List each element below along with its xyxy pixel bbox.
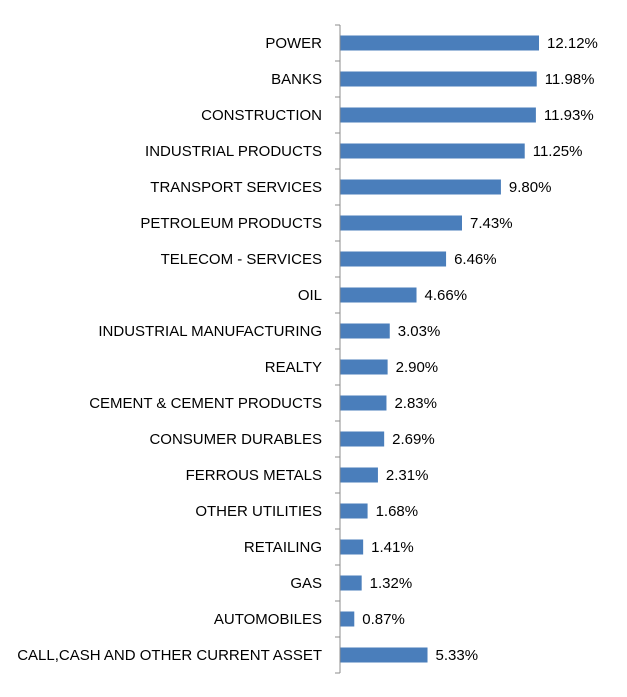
- bar: [340, 467, 378, 483]
- data-label: 2.90%: [396, 359, 439, 376]
- category-tick-label: REALTY: [265, 359, 322, 376]
- bar: [340, 71, 537, 87]
- data-label: 1.68%: [376, 503, 419, 520]
- bar: [340, 575, 362, 591]
- bar: [340, 251, 447, 267]
- bars-layer: [340, 35, 540, 663]
- category-tick-label: OIL: [298, 287, 322, 304]
- data-label: 4.66%: [425, 287, 468, 304]
- data-label: 1.41%: [371, 539, 414, 556]
- bar: [340, 431, 385, 447]
- category-tick-label: CALL,CASH AND OTHER CURRENT ASSET: [17, 647, 322, 664]
- labels-layer: POWER 12.12% BANKS 11.98% CONSTRUCTION 11.93%…: [17, 35, 598, 664]
- data-label: 11.93%: [544, 107, 594, 124]
- data-label: 12.12%: [547, 35, 598, 52]
- bar: [340, 215, 463, 231]
- data-label: 11.25%: [533, 143, 583, 160]
- category-tick-label: CONSUMER DURABLES: [149, 431, 322, 448]
- bar: [340, 359, 388, 375]
- data-label: 6.46%: [454, 251, 497, 268]
- bar: [340, 35, 540, 51]
- category-tick-label: INDUSTRIAL PRODUCTS: [145, 143, 322, 160]
- bar: [340, 107, 536, 123]
- category-tick-label: CONSTRUCTION: [201, 107, 322, 124]
- category-tick-label: AUTOMOBILES: [214, 611, 322, 628]
- data-label: 5.33%: [436, 647, 479, 664]
- data-label: 0.87%: [362, 611, 405, 628]
- category-tick-label: OTHER UTILITIES: [195, 503, 322, 520]
- category-axis: [335, 24, 341, 674]
- data-label: 7.43%: [470, 215, 513, 232]
- bar: [340, 143, 525, 159]
- bar: [340, 395, 387, 411]
- category-tick-label: BANKS: [271, 71, 322, 88]
- data-label: 2.31%: [386, 467, 429, 484]
- category-tick-label: CEMENT & CEMENT PRODUCTS: [89, 395, 322, 412]
- bar: [340, 287, 417, 303]
- category-tick-label: PETROLEUM PRODUCTS: [140, 215, 322, 232]
- data-label: 3.03%: [398, 323, 441, 340]
- category-tick-label: POWER: [265, 35, 322, 52]
- bar: [340, 647, 428, 663]
- category-tick-label: FERROUS METALS: [186, 467, 322, 484]
- category-tick-label: RETAILING: [244, 539, 322, 556]
- bar: [340, 611, 355, 627]
- bar: [340, 179, 501, 195]
- data-label: 2.69%: [392, 431, 435, 448]
- data-label: 9.80%: [509, 179, 552, 196]
- data-label: 11.98%: [545, 71, 595, 88]
- data-label: 2.83%: [394, 395, 437, 412]
- bar: [340, 323, 390, 339]
- category-tick-label: TRANSPORT SERVICES: [150, 179, 322, 196]
- data-label: 1.32%: [370, 575, 413, 592]
- bar: [340, 539, 364, 555]
- category-tick-label: GAS: [290, 575, 322, 592]
- category-tick-label: INDUSTRIAL MANUFACTURING: [98, 323, 322, 340]
- category-tick-label: TELECOM - SERVICES: [161, 251, 322, 268]
- bar: [340, 503, 368, 519]
